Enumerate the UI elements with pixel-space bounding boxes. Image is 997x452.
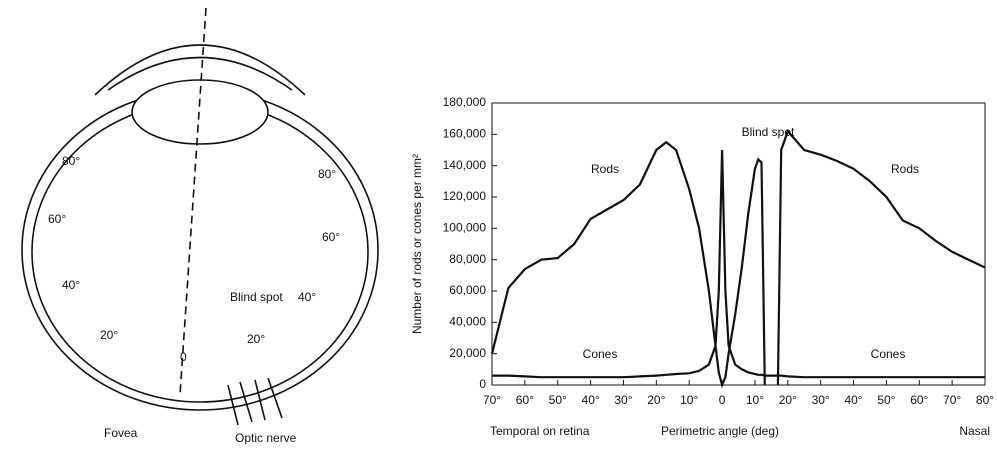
diagram-label: 20° xyxy=(247,332,265,346)
diagram-label: 0 xyxy=(180,350,187,364)
plot-frame xyxy=(491,102,986,386)
x-tick-label: 50° xyxy=(549,393,567,407)
y-tick-label: 140,000 xyxy=(443,158,487,172)
x-tick-label: 10° xyxy=(680,393,698,407)
series-label: Rods xyxy=(891,162,919,176)
eye-diagram xyxy=(21,7,379,426)
y-tick-label: 0 xyxy=(479,377,486,391)
diagram-label: 60° xyxy=(322,230,340,244)
y-tick-label: 20,000 xyxy=(449,346,486,360)
y-tick-label: 180,000 xyxy=(443,95,487,109)
x-tick-label: 30° xyxy=(614,393,632,407)
x-axis-label: Perimetric angle (deg) xyxy=(661,424,779,438)
diagram-label: Blind spot xyxy=(230,290,283,304)
diagram-label: 80° xyxy=(318,167,336,181)
diagram-label: 40° xyxy=(62,278,80,292)
cornea-inner xyxy=(107,56,293,91)
x-tick-label: 80° xyxy=(976,393,994,407)
x-tick-label: 50° xyxy=(877,393,895,407)
x-tick-label: 70° xyxy=(943,393,961,407)
series-label: Cones xyxy=(583,347,618,361)
x-tick-label: 20° xyxy=(779,393,797,407)
y-tick-label: 80,000 xyxy=(449,252,486,266)
lens xyxy=(131,79,269,145)
visual-axis xyxy=(179,7,207,396)
annotation: Blind spot xyxy=(742,125,795,139)
y-axis-label: Number of rods or cones per mm² xyxy=(410,154,424,334)
x-tick-label: 60° xyxy=(910,393,928,407)
y-tick-label: 40,000 xyxy=(449,315,486,329)
x-tick-label: 30° xyxy=(812,393,830,407)
series-line xyxy=(492,149,985,379)
optic-nerve xyxy=(227,377,283,426)
x-tick-label: 40° xyxy=(844,393,862,407)
diagram-labels: 80° 80° 60° 60° 40° 40° 20° 20° 0 Blind spot Fovea… xyxy=(48,154,340,445)
x-axis-right-label: Nasal xyxy=(959,424,990,438)
x-tick-label: 0 xyxy=(719,393,726,407)
series-label: Rods xyxy=(591,162,619,176)
diagram-label: Optic nerve xyxy=(235,431,297,445)
series-label: Cones xyxy=(871,347,906,361)
x-tick-label: 70° xyxy=(483,393,501,407)
x-axis-left-label: Temporal on retina xyxy=(490,424,590,438)
diagram-label: 40° xyxy=(298,290,316,304)
diagram-label: 80° xyxy=(62,154,80,168)
y-tick-label: 60,000 xyxy=(449,283,486,297)
eye-inner xyxy=(31,101,369,403)
x-tick-label: 40° xyxy=(582,393,600,407)
diagram-label: Fovea xyxy=(104,426,138,440)
diagram-label: 20° xyxy=(100,328,118,342)
y-tick-label: 160,000 xyxy=(443,127,487,141)
cornea xyxy=(94,44,306,96)
x-tick-label: 10° xyxy=(746,393,764,407)
diagram-label: 60° xyxy=(48,212,66,226)
y-tick-label: 120,000 xyxy=(443,189,487,203)
series-line xyxy=(490,129,986,389)
x-tick-label: 60° xyxy=(516,393,534,407)
x-tick-label: 20° xyxy=(647,393,665,407)
y-tick-label: 100,000 xyxy=(443,221,487,235)
